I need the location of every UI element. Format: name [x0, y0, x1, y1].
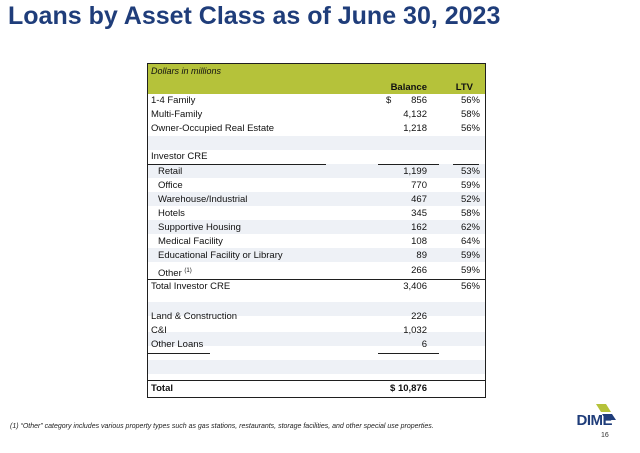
row-ltv: 59%	[460, 265, 480, 276]
table-row: Office 770 59%	[148, 179, 485, 193]
table-row: C&I 1,032	[148, 324, 485, 338]
table-row: Multi-Family 4,132 58%	[148, 108, 485, 122]
header-balance: Balance	[390, 82, 427, 93]
row-label: Land & Construction	[151, 311, 238, 322]
header-ltv: LTV	[455, 82, 473, 93]
row-balance: 6	[421, 339, 427, 350]
row-balance: $ 10,876	[390, 383, 427, 394]
units-subtitle: Dollars in millions	[148, 64, 485, 78]
row-shade	[148, 360, 485, 374]
row-ltv: 58%	[460, 208, 480, 219]
logo-text: DIME	[576, 412, 613, 429]
row-balance: 770	[411, 180, 427, 191]
divider	[148, 279, 485, 280]
page-number: 16	[601, 432, 609, 439]
row-ltv: 58%	[460, 109, 480, 120]
row-balance: 467	[411, 194, 427, 205]
row-label: Medical Facility	[158, 236, 223, 247]
row-balance: 856	[411, 95, 427, 106]
row-label: Owner-Occupied Real Estate	[151, 123, 275, 134]
row-balance: 266	[411, 265, 427, 276]
table-row: Other (1) 266 59%	[148, 264, 485, 281]
row-label: Total Investor CRE	[151, 281, 231, 292]
row-shade	[148, 164, 485, 178]
row-balance: 89	[416, 250, 427, 261]
row-balance: 162	[411, 222, 427, 233]
row-balance: 345	[411, 208, 427, 219]
row-ltv: 56%	[460, 123, 480, 134]
table-row: Owner-Occupied Real Estate 1,218 56%	[148, 122, 485, 136]
table-row: Warehouse/Industrial 467 52%	[148, 193, 485, 207]
row-balance: 1,218	[403, 123, 427, 134]
row-label: Educational Facility or Library	[158, 250, 283, 261]
row-ltv: 56%	[460, 95, 480, 106]
row-balance: 4,132	[403, 109, 427, 120]
underline	[378, 164, 439, 165]
table-row: Total Investor CRE 3,406 56%	[148, 280, 485, 294]
table-row: Supportive Housing 162 62%	[148, 221, 485, 235]
dime-logo-mark	[596, 404, 616, 420]
row-ltv: 59%	[460, 180, 480, 191]
row-label: Other Loans	[151, 339, 204, 350]
table-row: Land & Construction 226	[148, 310, 485, 324]
footnote: (1) “Other” category includes various pr…	[10, 423, 434, 430]
row-label: 1-4 Family	[151, 95, 196, 106]
row-shade	[148, 220, 485, 234]
row-shade	[148, 136, 485, 150]
table-row: 1-4 Family $ 856 56%	[148, 94, 485, 108]
row-ltv: 64%	[460, 236, 480, 247]
underline	[148, 164, 326, 165]
row-shade	[148, 248, 485, 262]
row-label: Multi-Family	[151, 109, 203, 120]
page-title: Loans by Asset Class as of June 30, 2023	[8, 2, 501, 30]
section-header: Investor CRE	[148, 150, 485, 164]
row-label: Total	[151, 383, 173, 394]
other-label: Other	[158, 268, 182, 279]
row-ltv: 56%	[460, 281, 480, 292]
row-label: C&I	[151, 325, 167, 336]
table-row: Educational Facility or Library 89 59%	[148, 249, 485, 263]
row-shade	[148, 302, 485, 316]
row-ltv: 53%	[460, 166, 480, 177]
row-label: Office	[158, 180, 183, 191]
underline	[148, 353, 210, 354]
row-label: Supportive Housing	[158, 222, 241, 233]
loans-table: Dollars in millions Balance LTV 1-4 Fami…	[147, 63, 486, 398]
row-balance: 1,032	[403, 325, 427, 336]
table-header: Balance LTV	[148, 78, 485, 94]
logo-accent-shape	[596, 404, 611, 412]
logo-accent-shape	[602, 414, 616, 420]
row-balance: 3,406	[403, 281, 427, 292]
row-label: Other (1)	[158, 264, 192, 281]
row-ltv: 59%	[460, 250, 480, 261]
dollar-sign: $	[386, 95, 392, 106]
row-balance: 1,199	[403, 166, 427, 177]
row-label: Retail	[158, 166, 183, 177]
row-shade	[148, 192, 485, 206]
row-balance: 108	[411, 236, 427, 247]
divider	[148, 380, 485, 381]
row-label: Warehouse/Industrial	[158, 194, 248, 205]
row-label: Hotels	[158, 208, 185, 219]
row-ltv: 62%	[460, 222, 480, 233]
row-balance: 226	[411, 311, 427, 322]
table-row: Other Loans 6	[148, 338, 485, 352]
row-ltv: 52%	[460, 194, 480, 205]
underline	[378, 353, 439, 354]
table-row-total: Total $ 10,876	[148, 382, 485, 396]
underline	[453, 164, 479, 165]
row-shade	[148, 332, 485, 346]
table-row: Retail 1,199 53%	[148, 165, 485, 179]
footnote-marker: (1)	[184, 268, 192, 274]
table-row: Medical Facility 108 64%	[148, 235, 485, 249]
table-row: Hotels 345 58%	[148, 207, 485, 221]
section-label: Investor CRE	[151, 151, 208, 162]
